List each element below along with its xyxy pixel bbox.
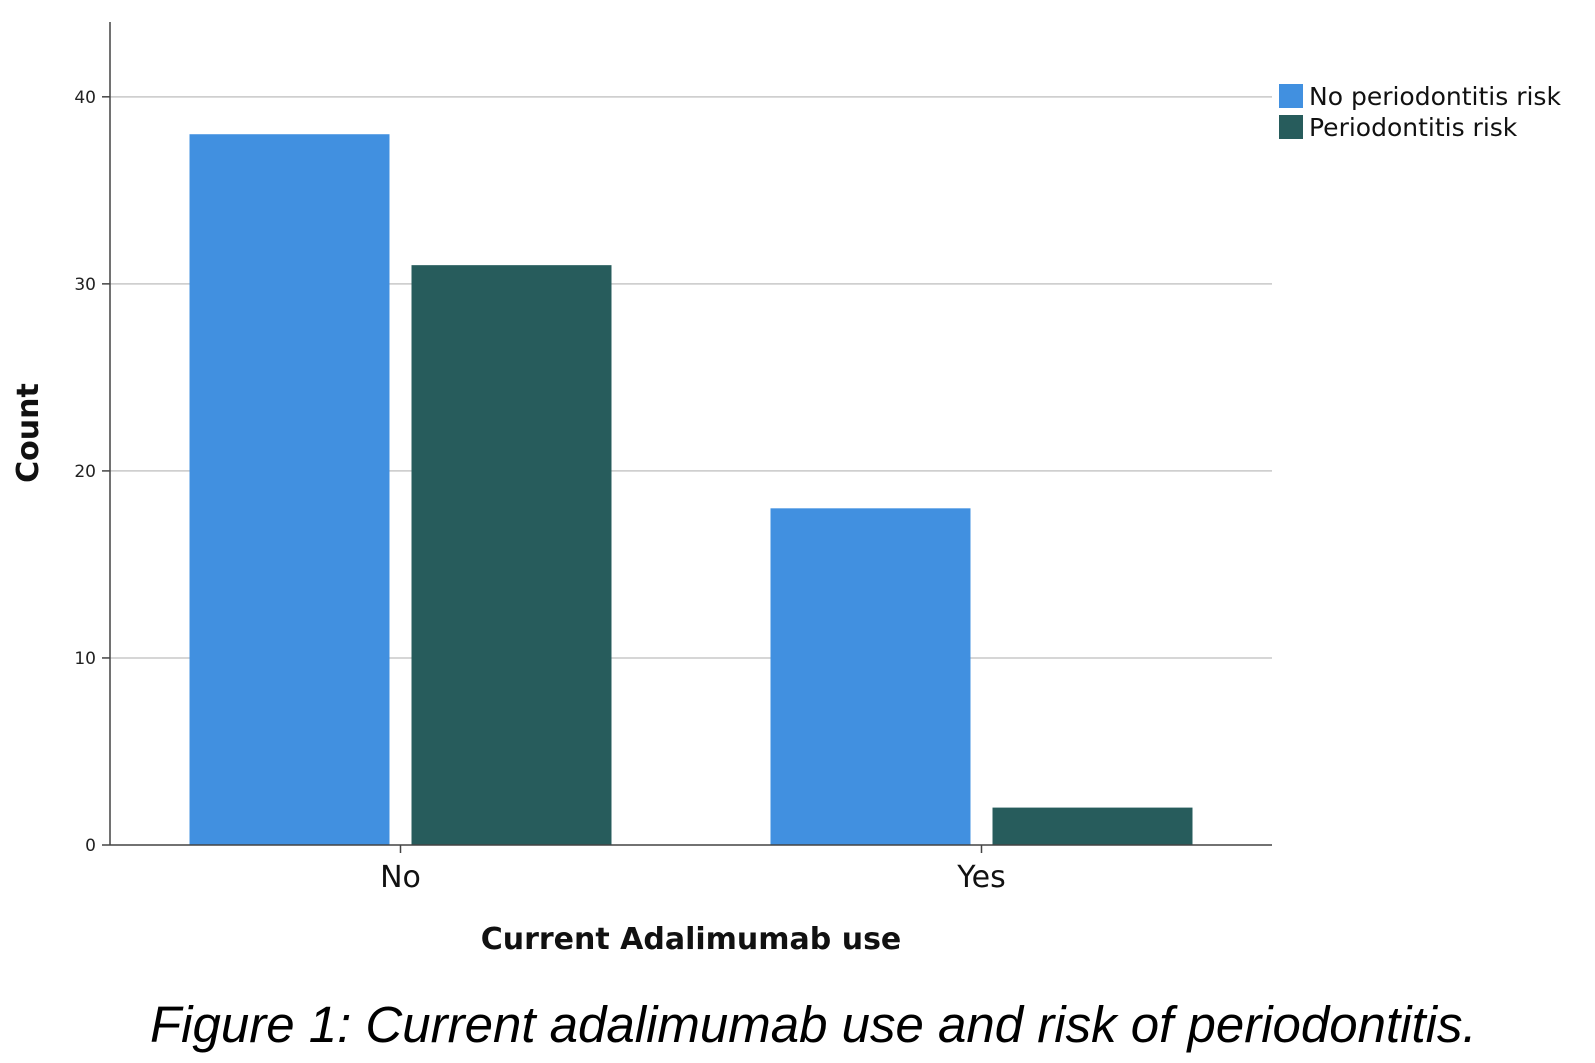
bar-yes-no-periodontitis-risk <box>770 508 971 845</box>
x-tick-label: Yes <box>956 860 1005 895</box>
y-tick-labels: 0 10 20 30 40 <box>74 88 110 856</box>
x-tick-label: No <box>380 860 421 895</box>
legend-swatch <box>1279 115 1303 139</box>
legend-label: Periodontitis risk <box>1309 113 1518 142</box>
bar-yes-periodontitis-risk <box>992 807 1193 845</box>
y-tick-label: 20 <box>74 462 96 482</box>
bar-no-no-periodontitis-risk <box>189 134 390 845</box>
y-tick-label: 10 <box>74 649 96 669</box>
y-tick-label: 40 <box>74 88 96 108</box>
bar-no-periodontitis-risk <box>411 265 612 846</box>
y-tick-label: 30 <box>74 275 96 295</box>
y-axis-title: Count <box>11 383 46 483</box>
legend-swatch <box>1279 84 1303 108</box>
legend-label: No periodontitis risk <box>1309 82 1561 111</box>
x-axis-title: Current Adalimumab use <box>481 922 902 957</box>
bars <box>189 134 1193 846</box>
y-tick-label: 0 <box>85 836 96 856</box>
figure-caption: Figure 1: Current adalimumab use and ris… <box>150 996 1477 1053</box>
axes <box>109 22 1272 846</box>
x-tick-labels: No Yes <box>380 845 1006 895</box>
